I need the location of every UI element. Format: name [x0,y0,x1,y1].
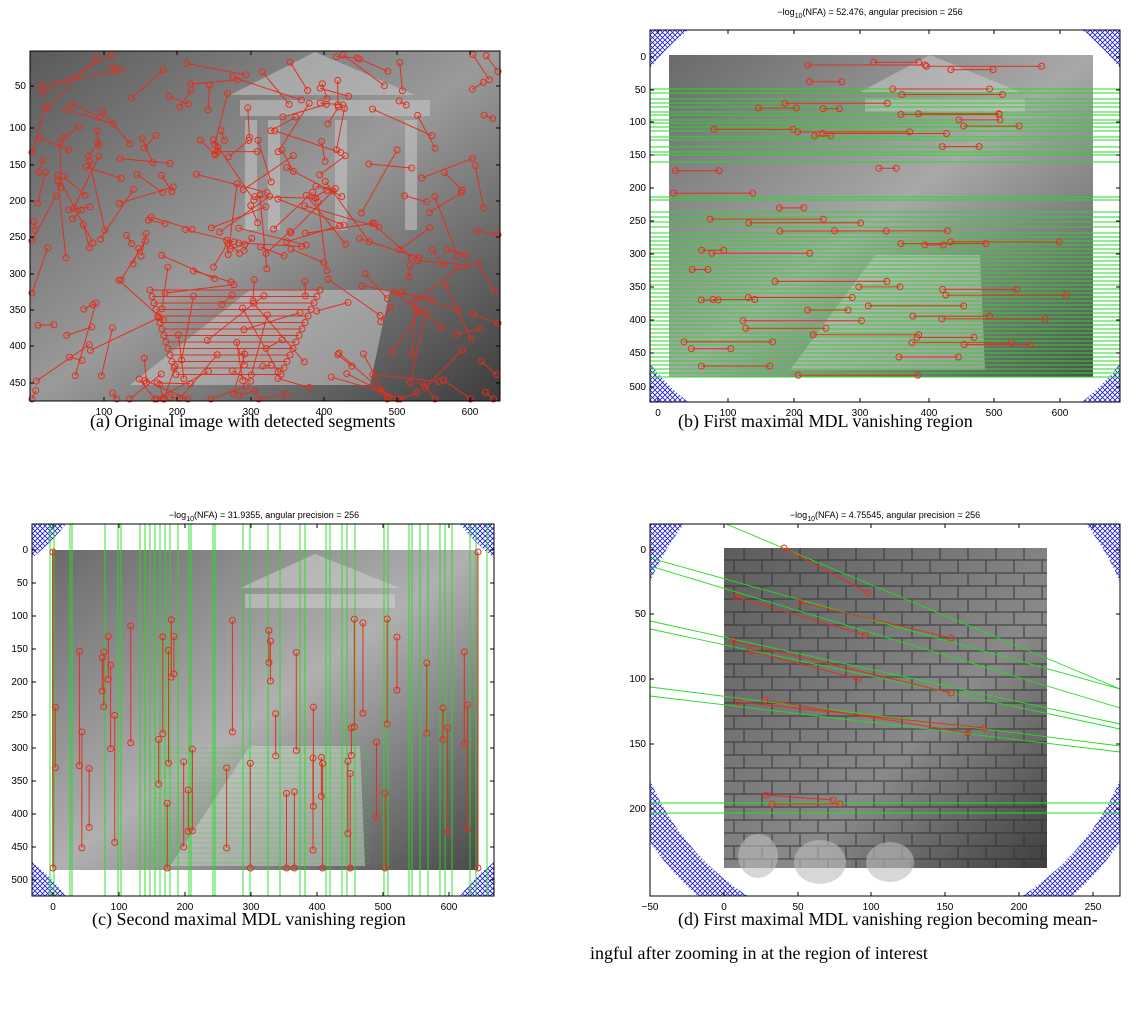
panel-b-plot: −log10(NFA) = 52.476, angular precision … [629,7,1121,419]
panel-d-x-tick-label: 100 [863,902,880,913]
panel-b-x-tick-label: 0 [655,408,661,419]
panel-c-y-tick-label: 200 [11,677,28,688]
panel-c-title: −log10(NFA) = 31.9355, angular precision… [169,510,359,523]
panel-d-y-tick-label: 150 [629,739,646,750]
panel-b-vanishing-lines [650,88,1120,378]
panel-d-x-tick-label: −50 [642,902,659,913]
panel-b-y-tick-label: 500 [629,382,646,393]
panel-c-x-tick-label: 500 [375,902,392,913]
panel-c-caption: (c) Second maximal MDL vanishing region [92,909,406,929]
panel-b-x-tick-label: 600 [1052,408,1069,419]
panel-c-x-tick-label: 0 [50,902,56,913]
panel-c-y-tick-label: 350 [11,776,28,787]
panel-c-x-tick-label: 300 [243,902,260,913]
panel-b-ticks: 0 100 200 300 400 500 600 0 50 100 150 200 250 300 350… [629,30,1120,419]
panel-a: 100 200 300 400 500 600 50 100 150 200 250 300 350 40… [0,0,560,431]
panel-d-x-tick-label: 50 [792,902,804,913]
panel-d-vanishing-region [650,524,1120,896]
panel-b-x-tick-label: 100 [720,408,737,419]
panel-c-segments [49,548,482,872]
panel-d-y-tick-label: 200 [629,804,646,815]
panel-b-y-tick-label: 150 [629,150,646,161]
panel-a-x-tick-label: 300 [243,407,260,418]
panel-d-caption-line2: ingful after zooming in at the region of… [590,943,928,963]
panel-c-y-tick-label: 300 [11,743,28,754]
panel-a-segments [28,51,502,403]
panel-d-caption-line1: (d) First maximal MDL vanishing region b… [678,909,1098,929]
panel-a-x-tick-label: 500 [389,407,406,418]
panel-a-y-tick-label: 150 [9,160,26,171]
panel-c-vanishing-lines [49,524,488,896]
panel-c-y-tick-label: 500 [11,875,28,886]
panel-a-x-tick-label: 400 [316,407,333,418]
panel-b: −log10(NFA) = 52.476, angular precision … [590,0,1145,431]
panel-b-y-tick-label: 350 [629,282,646,293]
panel-c-ticks: 0 100 200 300 400 500 600 0 50 100 150 200 250 300 350… [11,524,494,913]
panel-a-y-tick-label: 250 [9,232,26,243]
panel-c-vanishing-region [32,524,494,896]
panel-c-y-tick-label: 400 [11,809,28,820]
panel-b-y-tick-label: 400 [629,315,646,326]
panel-c-y-tick-label: 150 [11,644,28,655]
panel-a-y-tick-label: 100 [9,123,26,134]
panel-a-x-tick-label: 100 [96,407,113,418]
panel-d-x-tick-label: 200 [1011,902,1028,913]
panel-d-ticks: −50 0 50 100 150 200 250 0 50 100 150 200 [629,524,1120,913]
panel-c-y-tick-label: 450 [11,842,28,853]
panel-a-caption: (a) Original image with detected segment… [90,411,396,431]
panel-b-y-tick-label: 300 [629,249,646,260]
panel-b-y-tick-label: 0 [640,52,646,63]
panel-c-y-tick-label: 0 [22,545,28,556]
panel-d-title: −log10(NFA) = 4.75545, angular precision… [790,510,980,523]
panel-c-y-tick-label: 50 [17,578,29,589]
panel-b-vanishing-region [650,30,1120,402]
panel-c-x-tick-label: 100 [111,902,128,913]
panel-b-y-tick-label: 100 [629,117,646,128]
panel-b-x-tick-label: 500 [986,408,1003,419]
panel-d: −log10(NFA) = 4.75545, angular precision… [590,496,1145,1022]
panel-b-y-tick-label: 250 [629,216,646,227]
panel-d-plot: −log10(NFA) = 4.75545, angular precision… [629,510,1121,913]
panel-d-y-tick-label: 50 [635,609,647,620]
panel-b-y-tick-label: 450 [629,348,646,359]
panel-b-x-tick-label: 400 [921,408,938,419]
panel-c-y-tick-label: 250 [11,710,28,721]
panel-b-y-tick-label: 200 [629,183,646,194]
panel-d-vanishing-lines [650,524,1120,814]
panel-a-axes-frame [29,50,501,402]
panel-a-ticks: 100 200 300 400 500 600 50 100 150 200 250 300 350 40… [9,51,500,418]
panel-a-x-tick-label: 600 [462,407,479,418]
panel-c-plot: −log10(NFA) = 31.9355, angular precision… [11,510,495,913]
panel-b-x-tick-label: 200 [786,408,803,419]
panel-a-x-tick-label: 200 [169,407,186,418]
panel-d-x-tick-label: 250 [1085,902,1102,913]
panel-b-y-tick-label: 50 [635,85,647,96]
panel-d-y-tick-label: 100 [629,674,646,685]
panel-c-x-tick-label: 600 [441,902,458,913]
panel-a-y-tick-label: 50 [15,81,27,92]
panel-c-x-tick-label: 200 [177,902,194,913]
panel-d-x-tick-label: 150 [937,902,954,913]
panel-a-y-tick-label: 400 [9,341,26,352]
panel-d-y-tick-label: 0 [640,545,646,556]
panel-b-segments [669,58,1070,379]
panel-c: −log10(NFA) = 31.9355, angular precision… [0,496,560,929]
panel-a-y-tick-label: 450 [9,378,26,389]
panel-a-plot: 100 200 300 400 500 600 50 100 150 200 250 300 350 40… [9,50,502,418]
panel-b-title: −log10(NFA) = 52.476, angular precision … [777,7,962,20]
panel-a-y-tick-label: 200 [9,196,26,207]
panel-d-segments [729,544,988,808]
panel-a-y-tick-label: 350 [9,305,26,316]
panel-c-x-tick-label: 400 [309,902,326,913]
panel-d-x-tick-label: 0 [721,902,727,913]
panel-b-x-tick-label: 300 [852,408,869,419]
panel-c-y-tick-label: 100 [11,611,28,622]
panel-b-caption: (b) First maximal MDL vanishing region [678,411,973,431]
panel-a-y-tick-label: 300 [9,269,26,280]
